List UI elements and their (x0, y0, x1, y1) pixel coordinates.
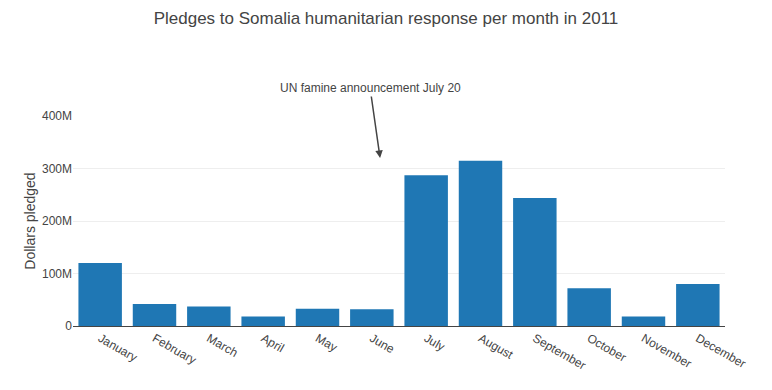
svg-text:200M: 200M (42, 214, 72, 228)
svg-text:Dollars pledged: Dollars pledged (22, 172, 38, 269)
svg-text:December: December (693, 331, 748, 371)
svg-text:July: July (422, 331, 447, 354)
svg-text:300M: 300M (42, 162, 72, 176)
svg-text:November: November (639, 331, 694, 371)
svg-text:100M: 100M (42, 267, 72, 281)
svg-text:October: October (585, 331, 629, 364)
svg-text:March: March (204, 331, 240, 360)
svg-text:Pledges to Somalia humanitaria: Pledges to Somalia humanitarian response… (154, 9, 619, 28)
svg-text:May: May (313, 331, 340, 354)
svg-text:400M: 400M (42, 109, 72, 123)
svg-text:January: January (96, 331, 140, 364)
svg-text:UN famine announcement July 20: UN famine announcement July 20 (280, 81, 461, 95)
svg-text:August: August (476, 331, 516, 362)
svg-text:0: 0 (65, 319, 72, 333)
svg-text:June: June (367, 331, 397, 356)
svg-text:September: September (530, 331, 588, 372)
svg-text:April: April (259, 331, 287, 355)
svg-text:February: February (150, 331, 199, 367)
